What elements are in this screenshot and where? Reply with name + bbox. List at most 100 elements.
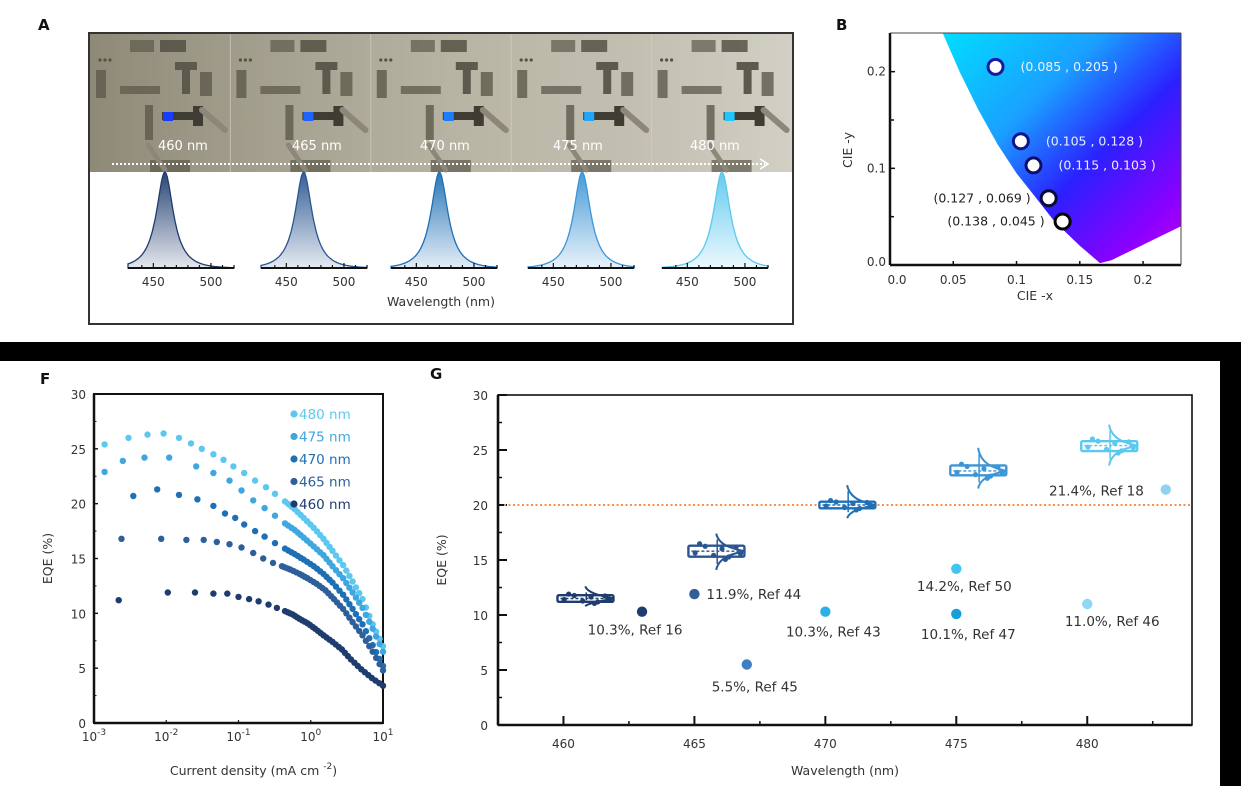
reference-label: 14.2%, Ref 50 [917, 579, 1012, 595]
cie-point-label: (0.115 , 0.103 ) [1059, 157, 1156, 172]
data-point [343, 596, 350, 603]
electrode-pad [182, 66, 190, 94]
electrode-pad [711, 160, 752, 172]
data-point [339, 561, 347, 569]
data-point [273, 604, 281, 612]
electrode-pad [270, 40, 295, 52]
data-point [288, 524, 295, 531]
reference-point [689, 588, 700, 600]
wavelength-labels: 460 nm 465 nm 470 nm 475 nm 480 nm [158, 139, 740, 154]
device-data-point [566, 591, 572, 597]
reference-point [636, 606, 648, 617]
box-violin-460 [556, 585, 615, 607]
data-point [286, 610, 294, 617]
electrode-pad [743, 66, 752, 94]
data-point [317, 531, 324, 539]
data-point [226, 477, 233, 484]
data-point [336, 587, 343, 594]
electrode-pad [517, 70, 528, 98]
probe-tip [566, 142, 589, 173]
data-point [115, 597, 122, 604]
device-wavelength-label: 470 nm [420, 139, 470, 154]
device-data-point [1115, 450, 1121, 456]
panel-b-axes: 0.0 0.05 0.1 0.15 0.2 0.0 0.1 0.2 [867, 32, 1182, 287]
data-point [230, 463, 237, 470]
data-point [326, 559, 333, 566]
separator-right-bar [1220, 342, 1241, 786]
electrode-pad [721, 40, 748, 52]
data-point [293, 569, 300, 576]
marker-dot [519, 58, 523, 62]
device-data-point [697, 541, 703, 547]
marker-dot [384, 58, 388, 62]
spectrum-tick-label: 500 [734, 275, 757, 289]
reference-point [951, 563, 962, 574]
data-point [251, 527, 259, 535]
data-point [255, 598, 262, 605]
legend-marker [290, 410, 298, 418]
electrode-pad [480, 72, 493, 96]
data-point [271, 490, 279, 497]
cie-point [1011, 132, 1030, 151]
marker-dot [243, 58, 247, 62]
data-point [349, 618, 356, 626]
el-spectrum-curve [127, 171, 235, 269]
device-data-point [692, 550, 698, 556]
electrode-pad [333, 106, 344, 126]
data-point [346, 614, 353, 621]
electrode-pad [300, 40, 327, 52]
data-point [154, 486, 161, 493]
electrode-pad [581, 40, 608, 52]
device-data-point [602, 593, 608, 599]
electrode-pad [145, 105, 153, 140]
probe-tip [339, 107, 369, 133]
probe-tip [620, 107, 650, 133]
data-point [317, 568, 324, 575]
electrode-pad [551, 40, 576, 52]
data-point [193, 463, 200, 470]
emitting-pixel [303, 112, 314, 121]
reference-label: 10.1%, Ref 47 [921, 627, 1016, 643]
device-data-point [823, 503, 829, 509]
data-point [226, 541, 233, 548]
device-data-point [995, 464, 1001, 470]
cie-y-label: CIE -y [840, 131, 855, 168]
data-point [349, 589, 356, 596]
data-point [366, 643, 373, 650]
marker-dot [660, 58, 664, 62]
data-point [221, 510, 229, 517]
device-data-point [850, 500, 856, 507]
y-tick-label: 15 [71, 553, 86, 567]
device-photo-strip [90, 34, 792, 172]
y-tick-label: 10 [473, 609, 488, 623]
data-point [198, 445, 205, 452]
electrode-pad [120, 86, 160, 94]
device-data-point [580, 598, 586, 604]
spectrum-tick-label: 500 [200, 275, 223, 289]
y-tick-label: 15 [473, 554, 488, 568]
marker-dot [98, 58, 102, 62]
el-spectrum-curve [527, 171, 635, 269]
data-point [210, 451, 217, 458]
data-point [284, 565, 291, 572]
box-violin-475 [949, 447, 1008, 489]
device-data-point [561, 596, 567, 603]
data-point [354, 662, 361, 670]
series-475-nm [101, 454, 387, 655]
legend-label: 470 nm [299, 452, 351, 468]
electrode-pad [260, 86, 301, 94]
device-data-point [958, 461, 965, 467]
data-point [238, 544, 245, 551]
reference-label: 10.3%, Ref 43 [786, 625, 881, 641]
electrode-pad [754, 106, 765, 126]
x-tick-label: 0.05 [940, 273, 967, 287]
data-point [224, 590, 231, 597]
data-point [352, 584, 360, 591]
violin-upper [977, 447, 1007, 472]
marker-dot [670, 58, 674, 62]
device-data-point [964, 463, 970, 470]
data-point [160, 430, 167, 437]
electrode-pad [761, 72, 774, 96]
data-point [250, 497, 257, 504]
electrode-pad [723, 112, 762, 120]
